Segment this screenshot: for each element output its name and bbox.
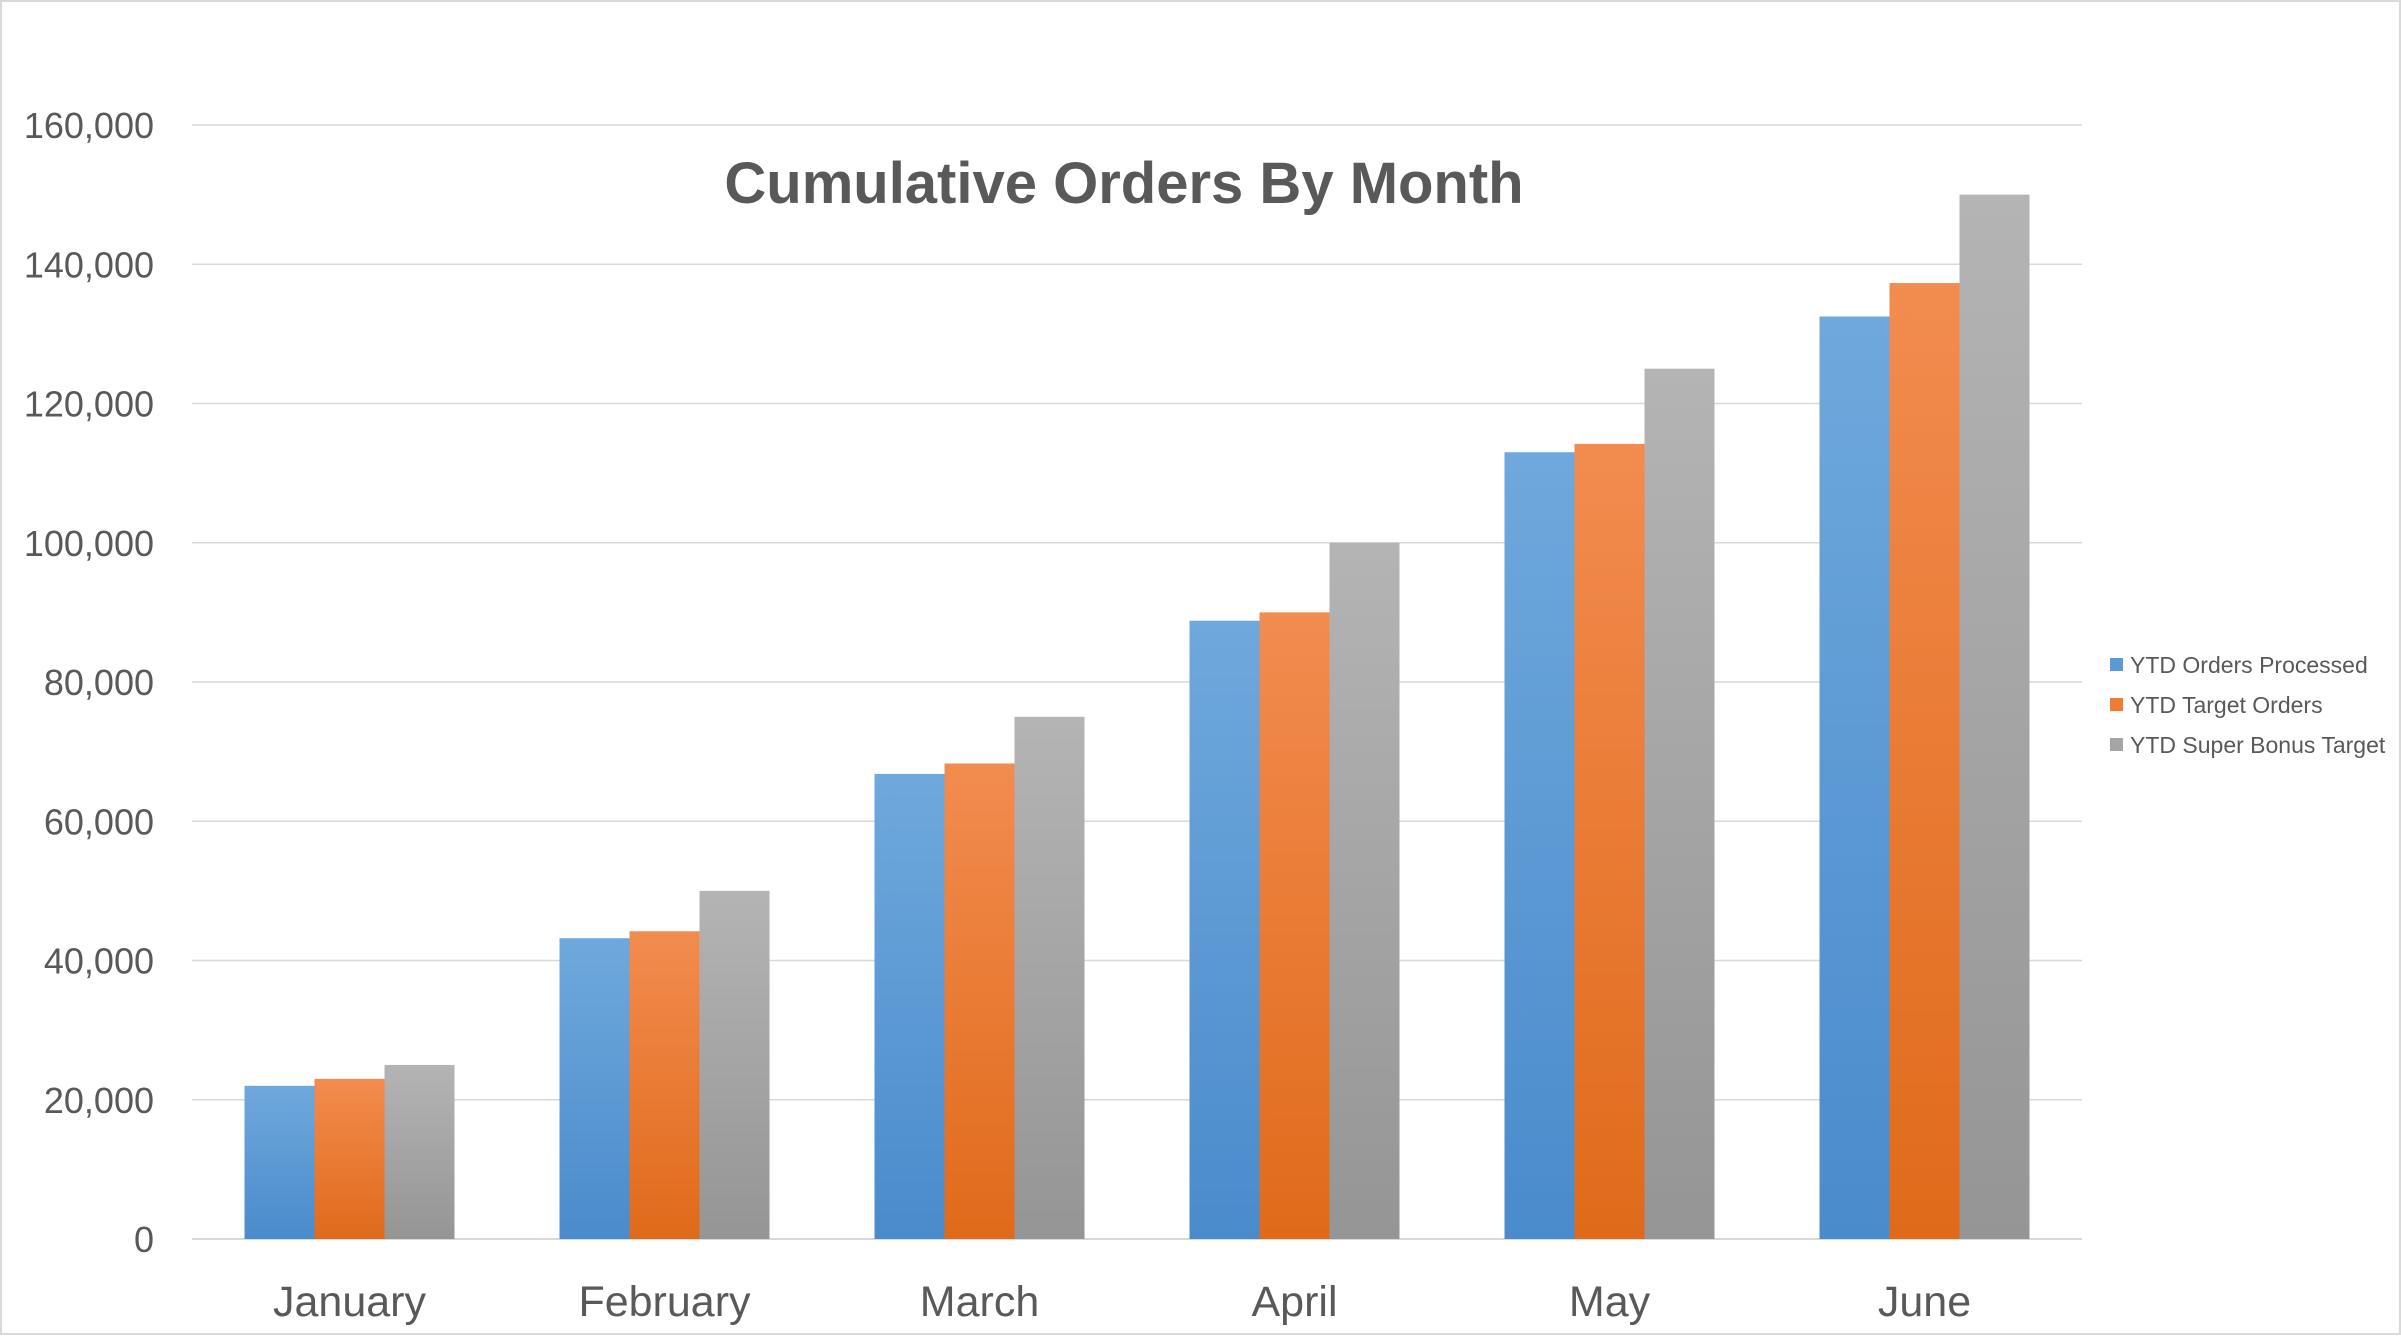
bar-ytd-target-orders-february [629,931,700,1239]
bar-ytd-orders-processed-march [874,773,945,1239]
x-category-label: May [1569,1278,1651,1326]
x-category-label: March [920,1278,1039,1326]
y-tick-label: 100,000 [24,523,154,564]
bar-ytd-super-bonus-target-may [1644,368,1715,1239]
y-tick-label: 140,000 [24,244,154,285]
x-category-label: April [1251,1278,1337,1326]
bar-ytd-super-bonus-target-january [384,1064,455,1239]
legend-label: YTD Target Orders [2130,692,2323,718]
legend-label: YTD Super Bonus Target [2130,732,2386,758]
legend-label: YTD Orders Processed [2130,652,2368,678]
bars [244,194,2030,1240]
chart-title: Cumulative Orders By Month [724,151,1523,216]
gridlines [192,124,2082,1240]
bar-ytd-super-bonus-target-april [1329,542,1400,1239]
y-tick-label: 40,000 [44,941,154,982]
bar-ytd-super-bonus-target-june [1959,194,2030,1239]
bar-ytd-orders-processed-june [1819,316,1890,1239]
bar-ytd-orders-processed-may [1504,452,1575,1239]
y-axis: 0 20,000 40,000 60,000 80,000 100,000 120,000 1… [24,105,154,1260]
x-category-label: January [273,1278,426,1326]
bar-ytd-super-bonus-target-february [699,890,770,1239]
legend-swatch [2110,738,2123,751]
bar-ytd-target-orders-march [944,763,1015,1239]
bar-ytd-target-orders-may [1574,443,1645,1239]
bar-ytd-target-orders-january [314,1078,385,1239]
bar-ytd-target-orders-april [1259,612,1330,1239]
bar-ytd-orders-processed-january [244,1085,315,1239]
bar-ytd-orders-processed-april [1189,620,1260,1239]
x-category-label: February [578,1278,751,1326]
y-tick-label: 80,000 [44,662,154,703]
legend-swatch [2110,658,2123,671]
bar-ytd-orders-processed-february [559,938,630,1239]
y-tick-label: 120,000 [24,384,154,425]
legend: YTD Orders Processed YTD Target Orders YTD… [2110,652,2386,758]
legend-swatch [2110,698,2123,711]
bar-ytd-target-orders-june [1889,283,1960,1240]
bar-ytd-super-bonus-target-march [1014,716,1085,1239]
x-category-label: June [1878,1278,1971,1326]
y-tick-label: 160,000 [24,105,154,146]
y-tick-label: 20,000 [44,1080,154,1121]
y-tick-label: 60,000 [44,801,154,842]
x-axis: January February March April May June [273,1278,1971,1326]
y-tick-label: 0 [134,1219,154,1260]
